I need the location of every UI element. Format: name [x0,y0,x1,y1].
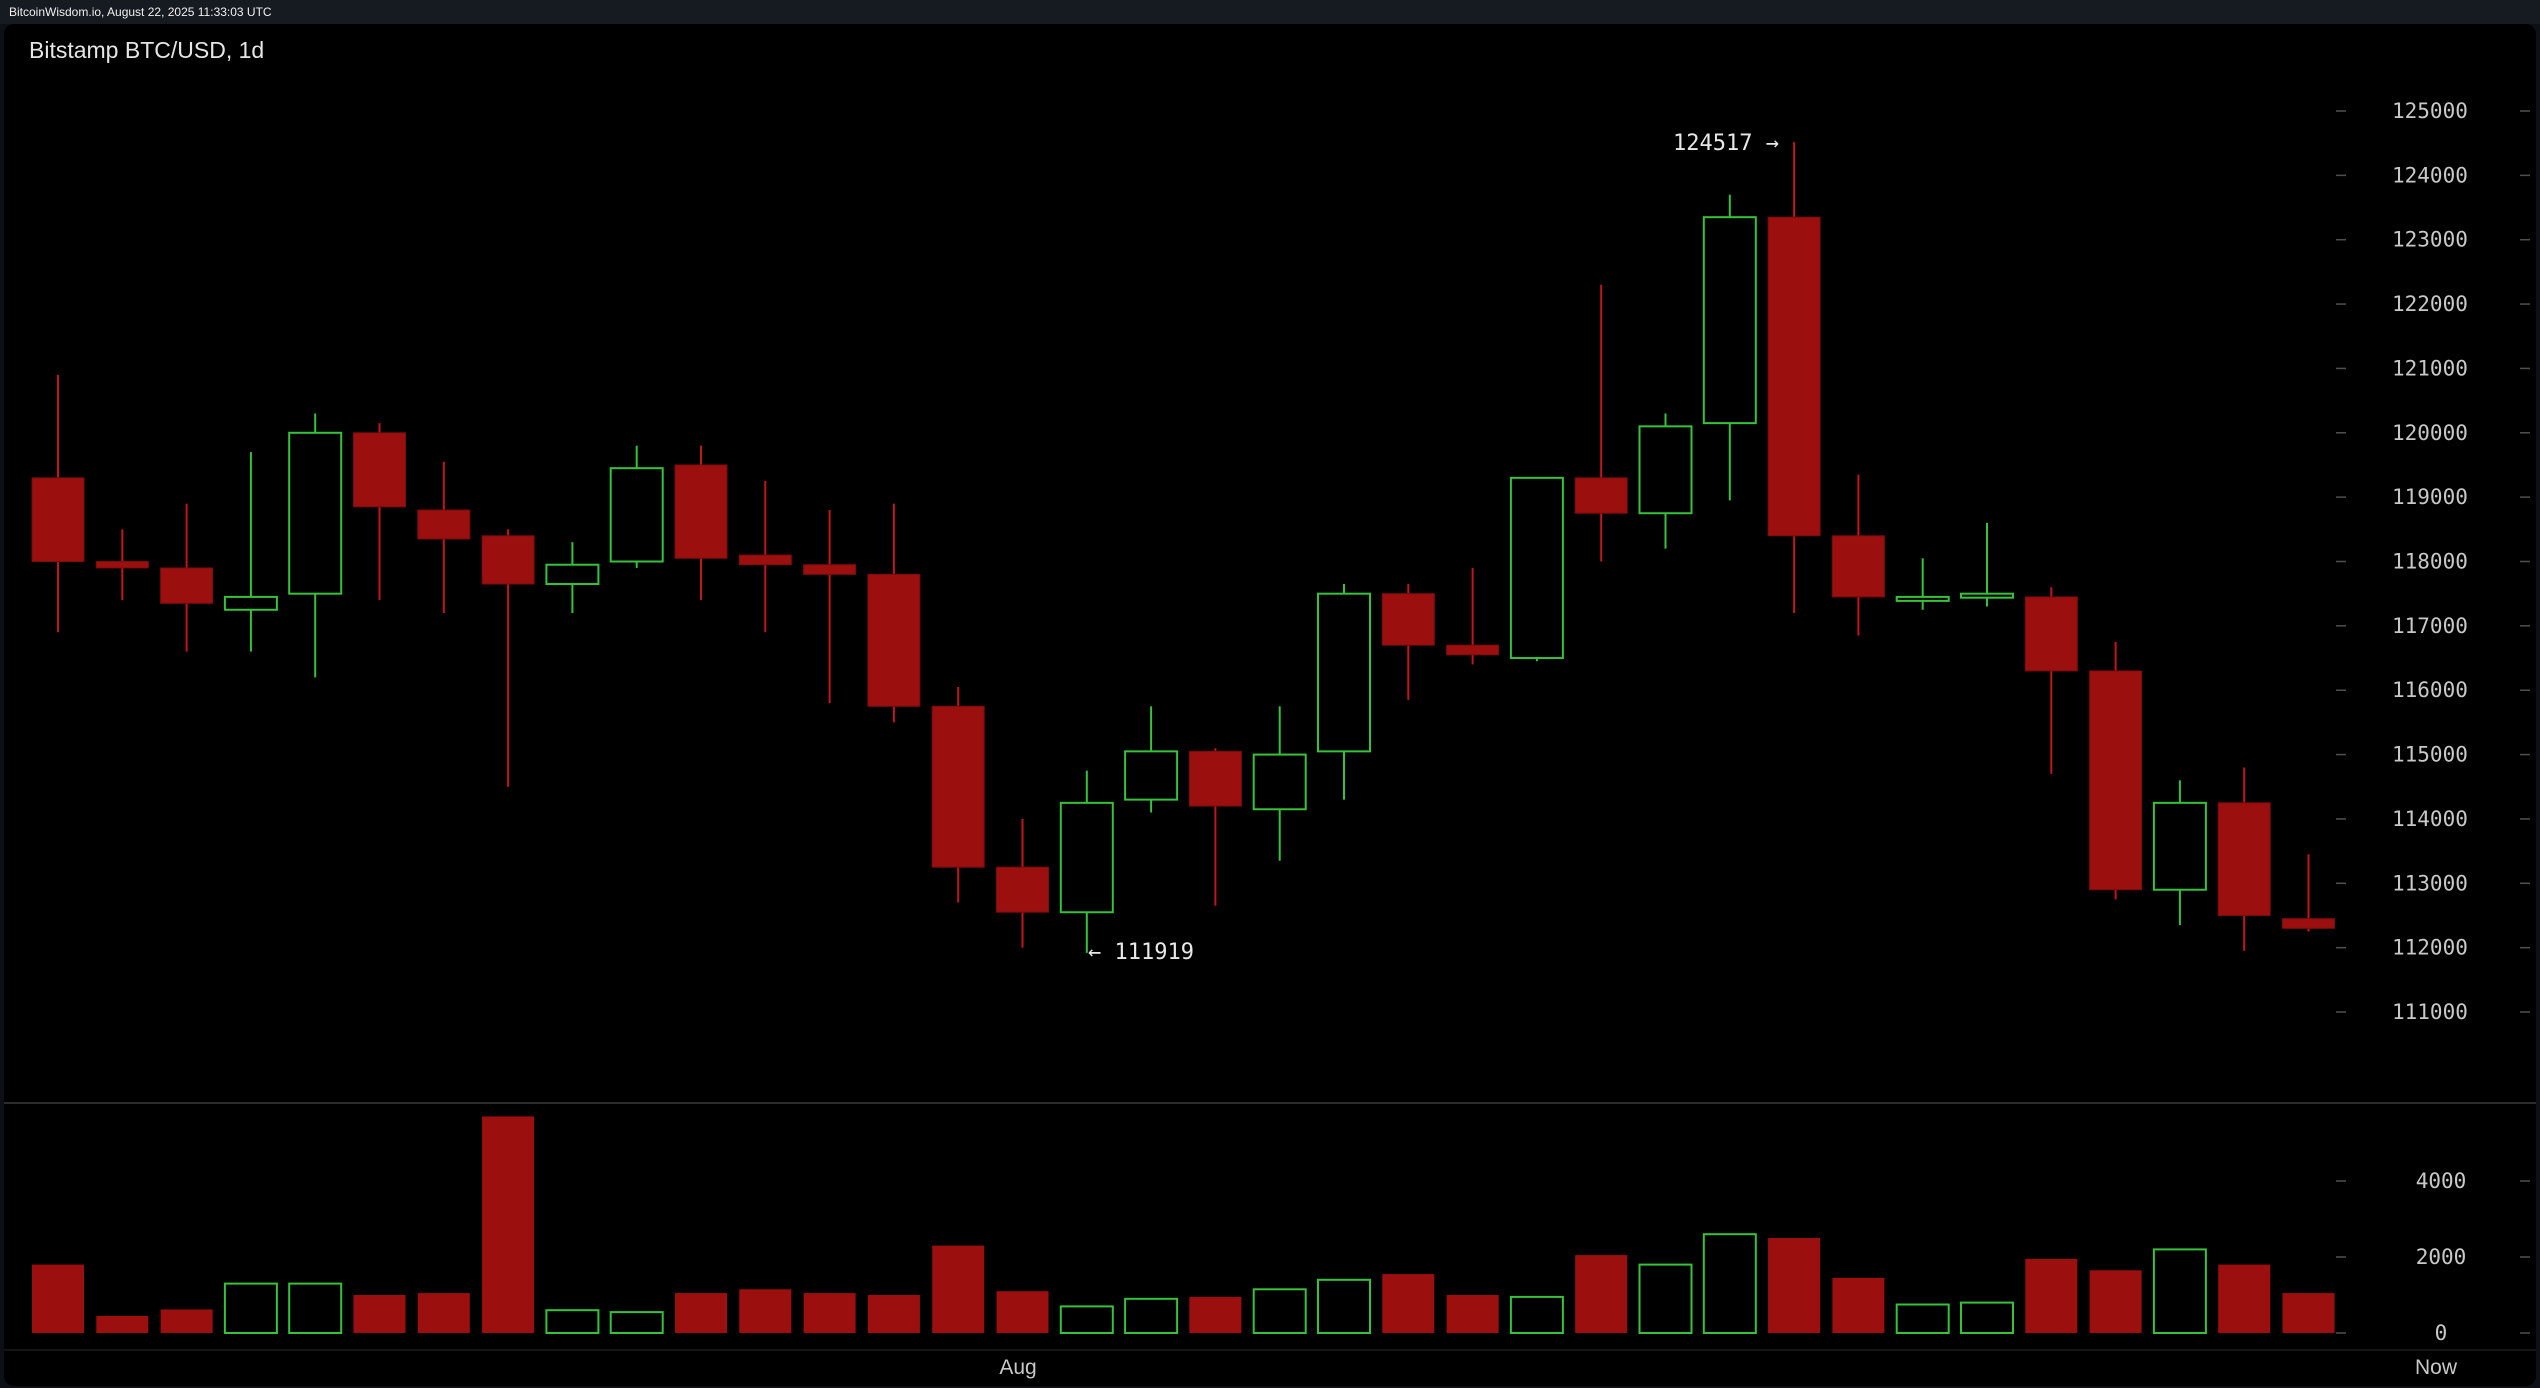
volume-bar-up [1124,1297,1179,1335]
price-tick-label: 116000 [2392,678,2468,702]
candle-body-down [1574,477,1628,514]
volume-bar-down [803,1293,856,1333]
volume-bar-down [932,1245,985,1333]
candle-body-down [1831,535,1885,598]
volume-bar-down [353,1295,406,1333]
candle-body-down [1767,216,1821,537]
chart-panel: Bitstamp BTC/USD, 1d 111000 112000 113000 1… [4,24,2536,1386]
candle-body-down [1446,644,1500,656]
candle-body-down [803,564,857,575]
volume-bar-up [609,1311,664,1334]
volume-tick-label: 4000 [2416,1169,2467,1193]
candle-body-down [1188,750,1242,807]
volume-bar-down [1768,1238,1821,1333]
price-tick-label: 119000 [2392,485,2468,509]
chart-title: Bitstamp BTC/USD, 1d [29,37,265,63]
candle-body-down [674,464,728,559]
candle-body-down [417,509,471,540]
price-tick-label: 122000 [2392,292,2468,316]
volume-bar-up [1895,1303,1950,1334]
volume-bar-down [1189,1296,1242,1333]
volume-bar-down [996,1291,1049,1333]
volume-tick-label: 2000 [2416,1245,2467,1269]
candle-body-down [481,535,535,585]
volume-bar-down [1382,1274,1435,1333]
candle-body-down [867,573,921,707]
volume-bar-down [96,1315,149,1333]
x-axis-label: Now [2415,1356,2458,1379]
price-tick-label: 117000 [2392,614,2468,638]
volume-bar-down [867,1295,920,1333]
candle-body-down [1381,593,1435,646]
candle-body-up [1252,753,1307,811]
price-tick-label: 120000 [2392,421,2468,445]
price-tick-label: 113000 [2392,871,2468,895]
candle-body-down [931,705,985,868]
candle-body-down [160,567,214,604]
candle-body-down [95,561,149,569]
candle-body-up [2152,801,2207,891]
volume-bar-up [223,1282,278,1334]
volume-bar-up [1960,1301,2014,1334]
low-annotation: ← 111919 [1088,940,1194,965]
volume-bar-down [675,1293,727,1333]
price-tick-label: 123000 [2392,228,2468,252]
candle-body-down [2282,918,2335,929]
volume-bar-up [545,1309,600,1334]
volume-bar-down [2282,1293,2335,1333]
candle-body-up [1509,476,1564,660]
price-tick-label: 121000 [2392,356,2468,380]
candle-body-down [31,477,85,563]
price-tick-label: 112000 [2392,936,2468,960]
candle-body-down [996,866,1049,913]
price-tick-label: 118000 [2392,550,2468,574]
price-tick-label: 125000 [2392,99,2468,123]
candle-body-down [738,554,792,566]
volume-bar-up [288,1282,343,1334]
volume-bar-up [1317,1278,1371,1335]
candle-body-up [288,431,343,595]
top-bar: BitcoinWisdom.io, August 22, 2025 11:33:… [0,0,2540,24]
volume-bar-down [739,1289,792,1333]
candle-body-up [1059,801,1114,914]
candle-body-down [2024,596,2078,672]
price-tick-label: 124000 [2392,163,2468,187]
candle-body-up [1895,595,1950,602]
volume-tick-label: 0 [2435,1321,2448,1345]
candle-body-up [1124,750,1179,801]
high-annotation: 124517 → [1673,131,1779,156]
volume-bar-up [1059,1305,1114,1335]
candle-body-down [2217,802,2271,916]
volume-bar-down [2218,1264,2271,1333]
volume-bar-down [160,1309,213,1333]
timestamp-text: BitcoinWisdom.io, August 22, 2025 11:33:… [9,5,272,19]
volume-bar-down [2089,1270,2142,1333]
price-tick-label: 115000 [2392,743,2468,767]
volume-bar-down [1575,1255,1628,1333]
volume-bar-up [2152,1248,2207,1335]
candle-body-up [1702,216,1757,425]
volume-bar-up [1509,1295,1564,1335]
candle-body-up [1317,592,1371,753]
price-tick-label: 114000 [2392,807,2468,831]
volume-bar-up [1638,1263,1693,1334]
candle-body-up [1960,592,2014,599]
candle-body-up [223,595,278,611]
candle-body-up [545,563,600,586]
volume-bar-down [1446,1295,1499,1333]
volume-bar-up [1702,1233,1757,1334]
candlestick-chart: 111000 112000 113000 114000 115000 116000 1170… [4,99,2536,1379]
x-axis-label: Aug [999,1356,1036,1379]
candle-body-up [609,467,664,563]
volume-bar-down [32,1264,84,1333]
candle-body-down [353,432,406,508]
candle-body-down [2089,670,2143,891]
volume-bar-down [417,1293,470,1333]
candle-body-up [1638,425,1693,515]
volume-bar-down [1832,1277,1885,1333]
volume-bar-up [1252,1288,1307,1335]
volume-bar-down [2025,1258,2078,1333]
price-tick-label: 111000 [2392,1000,2468,1024]
volume-bar-down [482,1116,535,1333]
